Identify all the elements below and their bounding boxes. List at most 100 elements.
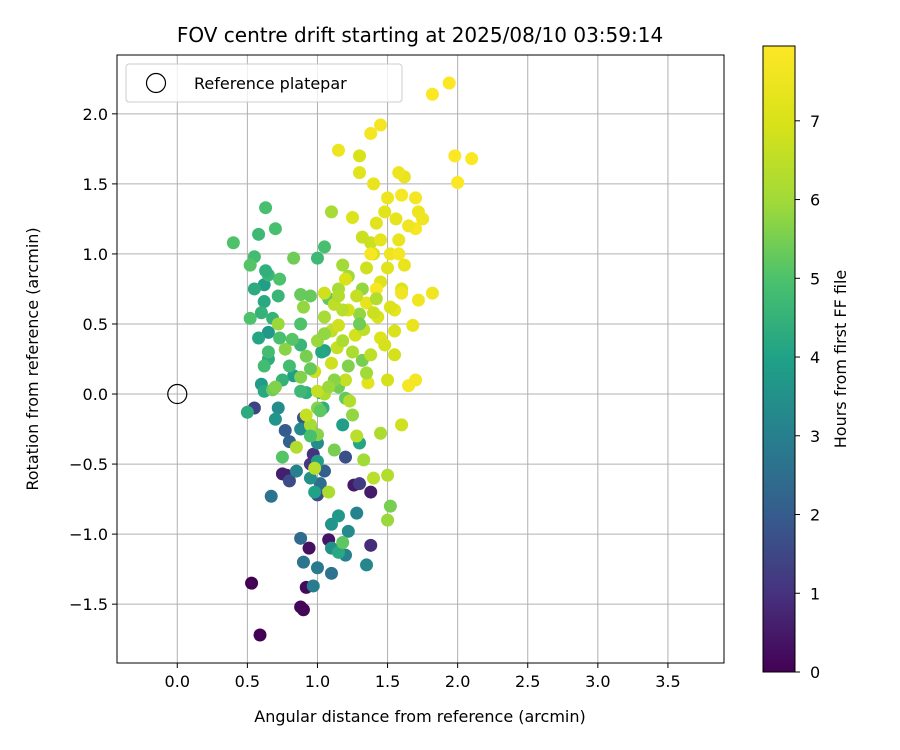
data-point xyxy=(331,289,345,303)
x-tick-label: 3.5 xyxy=(655,672,680,691)
data-point xyxy=(357,453,371,467)
data-point xyxy=(442,76,456,90)
colorbar-tick-label: 0 xyxy=(810,663,820,682)
data-point xyxy=(282,474,296,488)
colorbar-ticks: 0 1 2 3 4 5 6 7 xyxy=(795,112,820,682)
data-point xyxy=(296,603,310,617)
data-point xyxy=(310,561,324,575)
data-point xyxy=(343,394,357,408)
data-point xyxy=(243,311,257,325)
data-point xyxy=(353,477,367,491)
data-point xyxy=(252,331,266,345)
data-point xyxy=(294,384,308,398)
data-point xyxy=(341,524,355,538)
data-point xyxy=(308,485,322,499)
data-point xyxy=(367,471,381,485)
data-point xyxy=(308,461,322,475)
data-point xyxy=(273,331,287,345)
x-axis-label: Angular distance from reference (arcmin) xyxy=(254,707,585,726)
data-point xyxy=(341,359,355,373)
data-point xyxy=(383,499,397,513)
data-point xyxy=(336,303,350,317)
x-tick-label: 3.0 xyxy=(585,672,610,691)
data-point xyxy=(360,296,374,310)
data-point xyxy=(257,359,271,373)
data-point xyxy=(369,282,383,296)
data-point xyxy=(331,318,345,332)
colorbar-tick-label: 7 xyxy=(810,112,820,131)
y-tick-label: 2.0 xyxy=(83,105,108,124)
y-tick-label: −1.5 xyxy=(69,595,108,614)
data-point xyxy=(388,324,402,338)
data-point xyxy=(336,334,350,348)
reference-marker-group xyxy=(167,383,188,405)
data-point xyxy=(339,272,353,286)
legend-box xyxy=(125,63,403,103)
data-point xyxy=(383,300,397,314)
data-point xyxy=(448,149,462,163)
data-point xyxy=(395,188,409,202)
data-point xyxy=(268,380,282,394)
data-point xyxy=(465,152,479,166)
data-point xyxy=(336,418,350,432)
data-point xyxy=(350,506,364,520)
data-point xyxy=(324,356,338,370)
data-point xyxy=(313,404,327,418)
data-point xyxy=(425,286,439,300)
data-point xyxy=(367,177,381,191)
data-point xyxy=(336,258,350,272)
colorbar-tick-label: 4 xyxy=(810,348,820,367)
colorbar-label: Hours from first FF file xyxy=(831,270,850,449)
data-point xyxy=(374,233,388,247)
data-point xyxy=(378,338,392,352)
data-point xyxy=(257,295,271,309)
data-point xyxy=(381,261,395,275)
x-tick-label: 1.5 xyxy=(375,672,400,691)
data-point xyxy=(364,485,378,499)
data-point xyxy=(294,531,308,545)
data-point xyxy=(378,205,392,219)
data-point xyxy=(322,380,336,394)
data-point xyxy=(360,366,374,380)
legend-label-reference: Reference platepar xyxy=(194,74,347,93)
data-point xyxy=(389,212,403,226)
data-point xyxy=(331,545,345,559)
data-point xyxy=(271,317,285,331)
data-point xyxy=(226,236,240,250)
data-point xyxy=(402,219,416,233)
data-point xyxy=(364,247,378,261)
data-point xyxy=(381,373,395,387)
grid-lines xyxy=(117,55,724,663)
y-axis-ticks: −1.5 −1.0 −0.5 0.0 0.5 1.0 1.5 2.0 xyxy=(69,105,117,614)
y-tick-label: −0.5 xyxy=(69,455,108,474)
data-point xyxy=(353,317,367,331)
y-tick-label: 1.5 xyxy=(83,175,108,194)
data-point xyxy=(395,286,409,300)
data-point xyxy=(360,558,374,572)
data-point xyxy=(364,126,378,140)
data-point xyxy=(275,450,289,464)
x-tick-label: 0.0 xyxy=(165,672,190,691)
data-point xyxy=(392,247,406,261)
data-point xyxy=(268,412,282,426)
data-point xyxy=(302,541,316,555)
data-point xyxy=(271,401,285,415)
data-point xyxy=(409,373,423,387)
data-point xyxy=(310,251,324,265)
y-tick-label: −1.0 xyxy=(69,525,108,544)
data-point xyxy=(350,429,364,443)
data-point xyxy=(245,576,259,590)
data-point xyxy=(339,373,353,387)
colorbar-tick-label: 5 xyxy=(810,269,820,288)
data-point xyxy=(425,87,439,101)
data-point xyxy=(346,408,360,422)
data-point xyxy=(331,509,345,523)
data-point xyxy=(278,423,292,437)
data-point xyxy=(264,489,278,503)
data-point xyxy=(294,288,308,302)
data-point xyxy=(364,236,378,250)
data-point xyxy=(367,306,381,320)
colorbar-tick-label: 1 xyxy=(810,584,820,603)
x-tick-label: 2.0 xyxy=(445,672,470,691)
